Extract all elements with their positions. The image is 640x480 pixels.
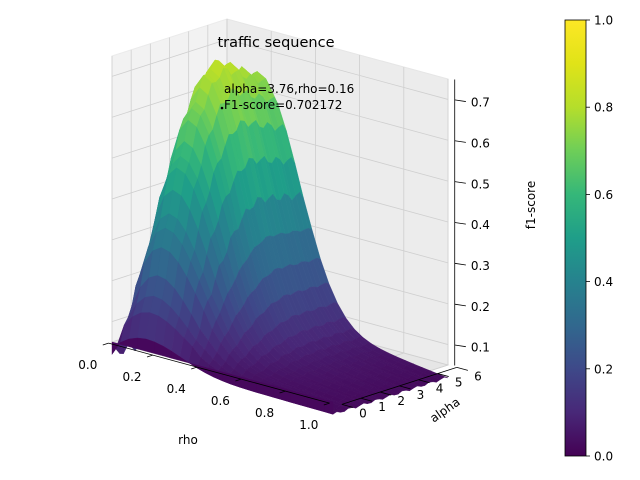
y-tick: [456, 367, 468, 371]
colorbar-tick-label: 0.6: [594, 188, 613, 202]
y-tick: [380, 391, 392, 396]
z-tick-label: 0.7: [471, 96, 490, 110]
z-tick-label: 0.6: [471, 136, 490, 150]
chart-title: traffic sequence: [217, 35, 334, 51]
y-tick-label: 5: [455, 376, 463, 390]
surface-edge: [230, 374, 240, 388]
peak-annotation: alpha=3.76,rho=0.16 F1-score=0.702172: [220, 82, 354, 112]
colorbar-tick-label: 0.2: [594, 362, 613, 376]
x-axis-label: rho: [178, 433, 198, 447]
z-tick: [454, 140, 466, 143]
y-tick-label: 0: [359, 406, 367, 420]
z-tick: [454, 99, 466, 102]
y-tick: [418, 379, 430, 384]
z-tick: [454, 181, 466, 184]
x-tick-label: 0.4: [167, 382, 186, 396]
y-tick-label: 1: [378, 400, 386, 414]
x-tick: [323, 402, 330, 406]
x-axis-line: [108, 342, 330, 404]
x-tick-label: 1.0: [299, 418, 318, 432]
x-tick: [102, 342, 109, 346]
y-tick-label: 2: [397, 394, 405, 408]
peak-marker: [220, 106, 224, 110]
z-tick: [454, 262, 466, 266]
x-tick: [146, 354, 153, 358]
x-tick: [191, 366, 198, 370]
y-tick: [437, 373, 449, 377]
x-tick-label: 0.8: [255, 406, 274, 420]
y-tick: [341, 404, 353, 408]
z-tick-label: 0.1: [471, 341, 490, 355]
z-tick: [454, 222, 466, 225]
annotation-line2: F1-score=0.702172: [224, 98, 342, 112]
colorbar-gradient: [564, 19, 587, 457]
colorbar-ticks: 0.0 0.2 0.4 0.6 0.8 1.0: [586, 14, 613, 464]
colorbar-tick-label: 0.0: [594, 450, 613, 464]
surface-edge: [137, 337, 147, 352]
x-tick: [279, 390, 286, 394]
y-tick: [360, 397, 373, 402]
z-tick: [454, 344, 466, 348]
grid-line: [226, 39, 449, 100]
colorbar: 0.0 0.2 0.4 0.6 0.8 1.0: [564, 14, 613, 464]
z-tick-label: 0.3: [471, 259, 490, 273]
y-tick-label: 6: [474, 369, 482, 383]
y-axis-label: alpha: [427, 395, 462, 426]
colorbar-tick-label: 0.4: [594, 275, 613, 289]
z-tick-label: 0.5: [471, 177, 490, 191]
x-tick-label: 0.2: [122, 370, 141, 384]
grid-line: [111, 39, 228, 77]
y-tick: [399, 385, 411, 390]
colorbar-tick-label: 0.8: [594, 101, 613, 115]
x-tick: [235, 378, 242, 382]
x-tick-label: 0.0: [78, 358, 97, 372]
z-tick-label: 0.4: [471, 218, 490, 232]
annotation-line1: alpha=3.76,rho=0.16: [224, 82, 354, 96]
y-tick-label: 4: [436, 382, 444, 396]
y-tick-label: 3: [417, 388, 425, 402]
surface-edge: [222, 371, 232, 385]
surface-edge: [239, 376, 249, 391]
x-tick-label: 0.6: [211, 394, 230, 408]
z-tick: [454, 303, 466, 307]
surface-edge: [324, 399, 334, 415]
colorbar-tick-label: 1.0: [594, 14, 613, 28]
z-axis-label: f1-score: [524, 181, 538, 229]
z-tick-label: 0.2: [471, 300, 490, 314]
axis-ticks: 0.0 0.2 0.4 0.6 0.8 1.0 0 1 2 3 4 5 6 0.1 0.2 0.3 0.4 0.5…: [78, 96, 490, 432]
